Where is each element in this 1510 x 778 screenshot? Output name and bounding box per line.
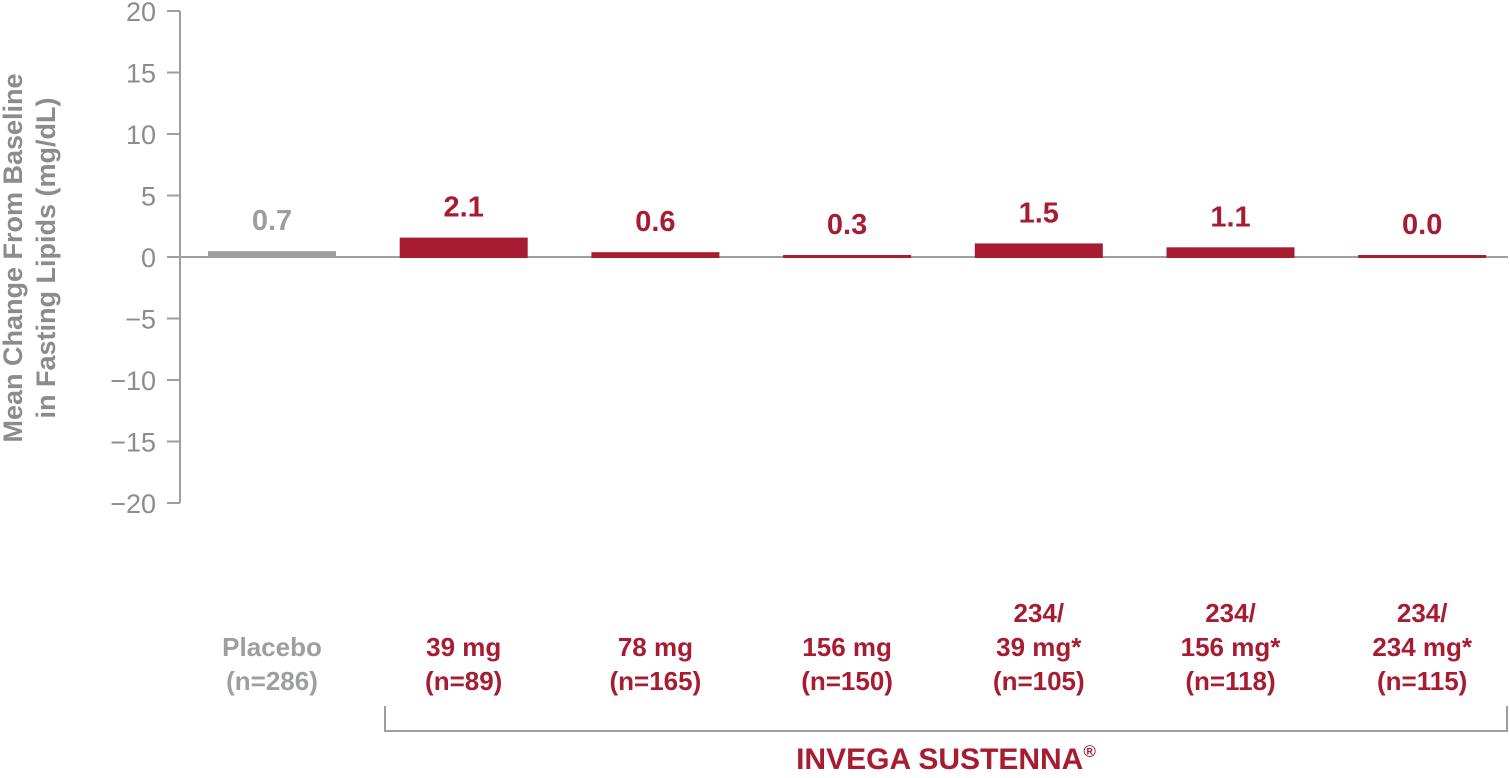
bar [591, 252, 720, 258]
category-label-line: (n=115) [1377, 666, 1468, 696]
category-label-line: 156 mg* [1180, 632, 1281, 662]
category-label: 39 mg (n=89) [379, 594, 549, 698]
y-tick-label: −10 [110, 366, 156, 396]
category-label-line: 156 mg [802, 632, 892, 662]
category-label: 78 mg (n=165) [570, 594, 740, 698]
y-axis-title-line: in Fasting Lipids (mg/dL) [31, 97, 61, 419]
y-tick-label: −15 [110, 428, 156, 458]
bar-value-label: 0.3 [827, 209, 867, 241]
category-label-line: Placebo [222, 632, 322, 662]
category-label-line: 78 mg [617, 632, 693, 662]
bar [1358, 255, 1487, 258]
registered-mark: ® [1083, 742, 1096, 761]
category-label-line: (n=150) [801, 666, 893, 696]
y-tick-label: 15 [126, 59, 156, 89]
bar [1166, 247, 1295, 258]
bar [974, 243, 1103, 258]
bars [208, 237, 1487, 258]
bar-value-label: 0.0 [1402, 209, 1442, 241]
bar [399, 237, 528, 258]
category-label-line: (n=105) [992, 666, 1085, 696]
category-label-line: 234/ [1013, 598, 1065, 628]
category-label-line: 39 mg [426, 632, 502, 662]
y-axis: 20 15 10 5 0 −5 −10 −15 −20 [110, 0, 1508, 519]
data-labels: 0.7 2.1 0.6 0.3 1.5 1.1 0.0 [252, 192, 1443, 241]
bar [208, 251, 336, 258]
category-label-line: 234 mg* [1372, 632, 1473, 662]
category-label: 156 mg (n=150) [762, 594, 932, 698]
category-label-line: 234/ [1396, 598, 1448, 628]
category-label-line: (n=89) [425, 666, 503, 696]
y-tick-label: −5 [125, 305, 156, 335]
y-tick-label: 20 [126, 0, 156, 27]
category-label-line: (n=118) [1185, 666, 1276, 696]
y-tick-label: 10 [126, 120, 156, 150]
bar-value-label: 0.6 [635, 206, 675, 238]
y-tick-label: 5 [141, 182, 156, 212]
bar-value-label: 1.1 [1210, 201, 1250, 233]
category-label: 234/156 mg* (n=118) [1146, 594, 1316, 698]
category-label-line: 39 mg* [996, 632, 1082, 662]
y-tick-label: −20 [110, 489, 156, 519]
category-label: Placebo (n=286) [187, 594, 357, 698]
bar-value-label: 1.5 [1019, 197, 1059, 229]
y-axis-title-line: Mean Change From Baseline [0, 73, 28, 443]
category-label: 234/39 mg* (n=105) [954, 594, 1124, 698]
category-label-line: 234/ [1205, 598, 1256, 628]
bar-value-label: 2.1 [444, 192, 484, 224]
category-label-line: (n=286) [226, 666, 318, 696]
bar [783, 255, 912, 258]
bar-value-label: 0.7 [252, 205, 292, 237]
group-label: INVEGA SUSTENNA® [385, 742, 1507, 777]
group-label-text: INVEGA SUSTENNA [796, 743, 1084, 776]
category-label-line: (n=165) [609, 666, 702, 696]
category-label: 234/234 mg* (n=115) [1337, 594, 1507, 698]
group-bracket [384, 706, 1508, 732]
y-tick-label: 0 [141, 243, 156, 273]
